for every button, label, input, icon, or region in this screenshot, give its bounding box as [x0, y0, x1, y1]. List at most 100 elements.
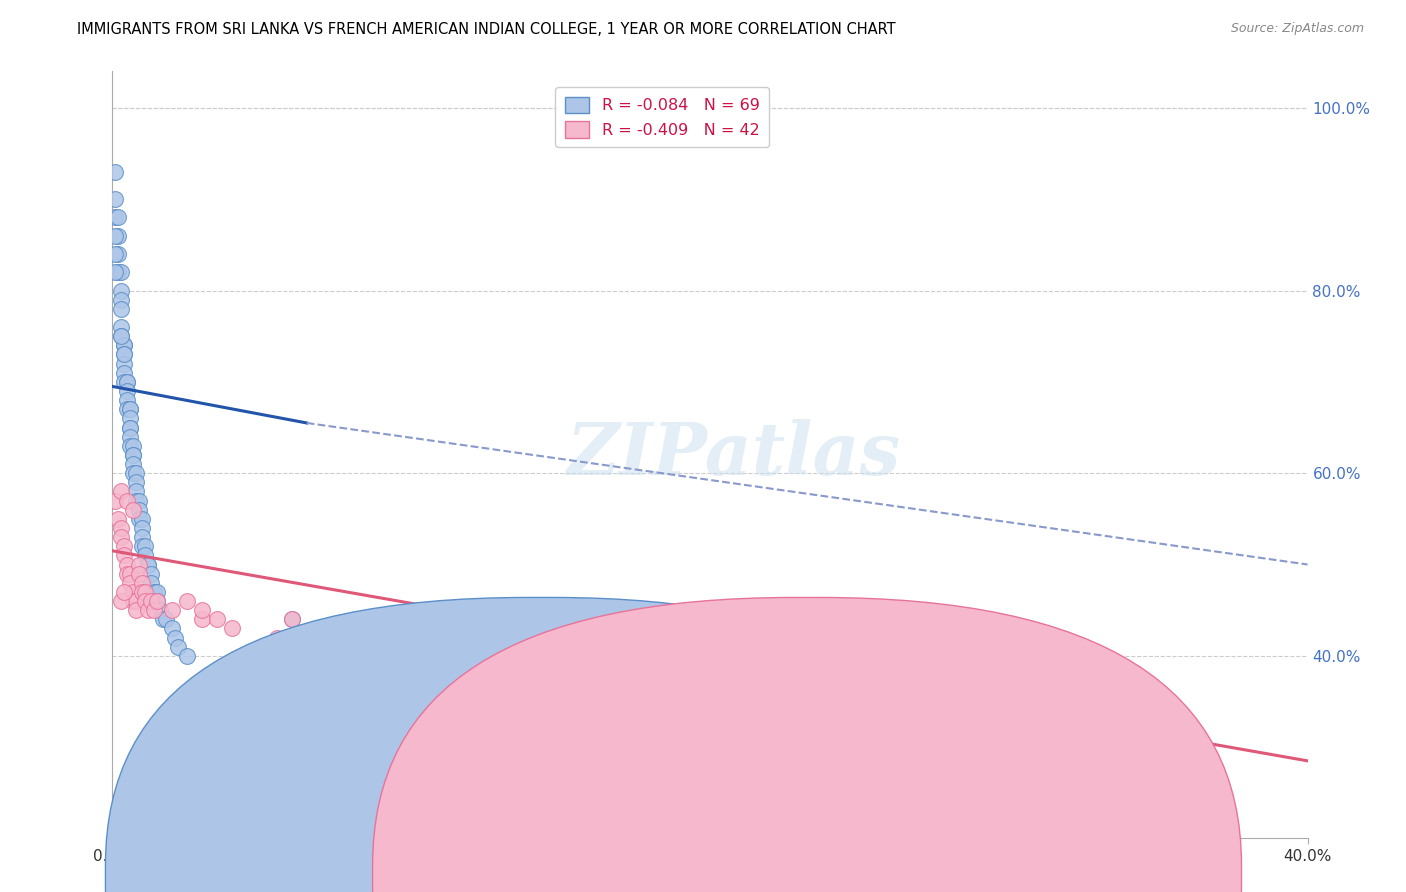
Point — [191, 612, 214, 626]
Point — [640, 631, 662, 645]
Point — [149, 603, 172, 617]
Point — [221, 622, 243, 636]
Point — [128, 502, 150, 516]
Point — [131, 539, 153, 553]
Point — [122, 502, 145, 516]
Point — [120, 411, 142, 425]
Point — [205, 612, 228, 626]
Point — [191, 603, 214, 617]
Point — [110, 484, 132, 499]
Point — [104, 247, 127, 261]
Point — [120, 575, 142, 590]
Point — [117, 384, 139, 398]
Point — [125, 594, 148, 608]
Point — [131, 521, 153, 535]
Point — [110, 301, 132, 316]
Point — [104, 165, 127, 179]
Point — [131, 530, 153, 544]
Point — [146, 594, 169, 608]
Point — [128, 558, 150, 572]
Point — [117, 558, 139, 572]
Point — [162, 603, 183, 617]
Point — [162, 622, 183, 636]
Point — [114, 366, 135, 380]
Point — [134, 594, 156, 608]
Point — [818, 667, 841, 681]
Point — [128, 512, 150, 526]
Point — [311, 640, 333, 654]
Point — [110, 320, 132, 334]
Point — [114, 539, 135, 553]
Point — [120, 566, 142, 581]
Point — [110, 329, 132, 343]
Point — [107, 211, 129, 225]
Text: Source: ZipAtlas.com: Source: ZipAtlas.com — [1230, 22, 1364, 36]
Text: ZIPatlas: ZIPatlas — [567, 419, 901, 491]
Point — [125, 493, 148, 508]
Point — [110, 521, 132, 535]
Point — [114, 585, 135, 599]
Point — [107, 247, 129, 261]
Point — [114, 338, 135, 352]
Point — [134, 549, 156, 563]
Point — [122, 466, 145, 480]
Point — [125, 466, 148, 480]
Point — [114, 347, 135, 361]
Point — [131, 575, 153, 590]
Point — [167, 640, 190, 654]
Point — [134, 585, 156, 599]
Point — [141, 594, 163, 608]
Point — [125, 475, 148, 490]
Point — [138, 558, 160, 572]
Point — [176, 648, 198, 663]
Point — [1147, 713, 1170, 727]
Point — [117, 393, 139, 408]
Point — [266, 631, 288, 645]
Point — [110, 284, 132, 298]
Point — [122, 448, 145, 462]
Point — [117, 375, 139, 389]
Point — [107, 512, 129, 526]
Point — [107, 228, 129, 243]
Point — [114, 375, 135, 389]
Point — [131, 512, 153, 526]
Text: French American Indians: French American Indians — [844, 869, 1032, 883]
Point — [117, 566, 139, 581]
Point — [152, 612, 174, 626]
Point — [114, 347, 135, 361]
Point — [131, 585, 153, 599]
Point — [110, 594, 132, 608]
Point — [104, 228, 127, 243]
Point — [110, 293, 132, 307]
Point — [146, 594, 169, 608]
Point — [117, 402, 139, 417]
Point — [134, 539, 156, 553]
Point — [114, 338, 135, 352]
Point — [295, 631, 318, 645]
Point — [114, 357, 135, 371]
Point — [104, 211, 127, 225]
Point — [125, 484, 148, 499]
Point — [110, 265, 132, 279]
Legend: R = -0.084   N = 69, R = -0.409   N = 42: R = -0.084 N = 69, R = -0.409 N = 42 — [555, 87, 769, 147]
Point — [122, 585, 145, 599]
Point — [143, 603, 166, 617]
Point — [281, 612, 304, 626]
Text: Immigrants from Sri Lanka: Immigrants from Sri Lanka — [591, 869, 794, 883]
Point — [141, 575, 163, 590]
Point — [117, 375, 139, 389]
Point — [143, 585, 166, 599]
Point — [122, 457, 145, 471]
Point — [141, 566, 163, 581]
Point — [120, 439, 142, 453]
Point — [122, 439, 145, 453]
Point — [110, 329, 132, 343]
Point — [120, 420, 142, 434]
Point — [120, 430, 142, 444]
Point — [104, 265, 127, 279]
Point — [122, 594, 145, 608]
Point — [125, 603, 148, 617]
Point — [281, 612, 304, 626]
Point — [104, 493, 127, 508]
Point — [138, 603, 160, 617]
